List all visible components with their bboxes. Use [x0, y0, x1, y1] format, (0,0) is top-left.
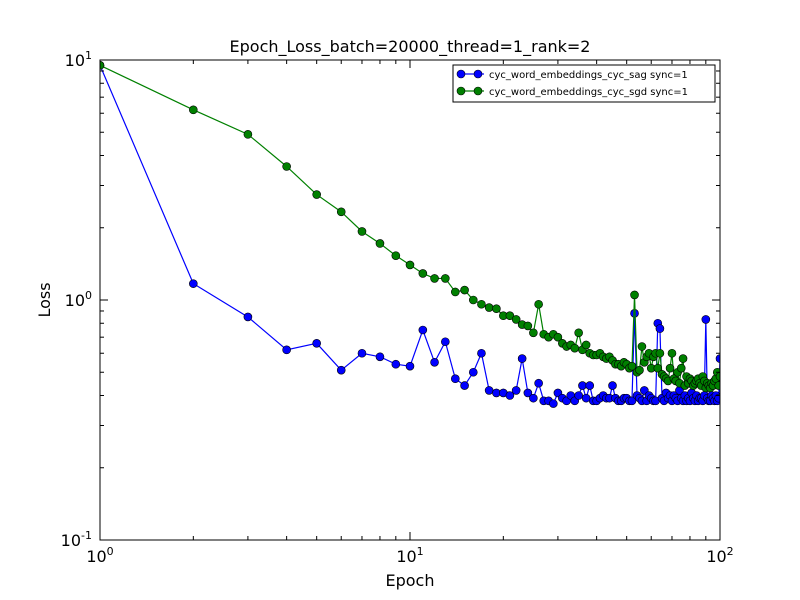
- data-point: [511, 315, 521, 324]
- data-point: [312, 339, 321, 348]
- data-point: [511, 386, 521, 395]
- data-point: [529, 393, 538, 403]
- data-point: [627, 396, 637, 406]
- legend-entry-sag: cyc_word_embeddings_cyc_sag sync=1: [456, 69, 688, 81]
- y-tick-label: 101: [65, 49, 92, 70]
- data-point: [375, 352, 385, 362]
- data-point: [635, 365, 644, 375]
- legend-label-sag: cyc_word_embeddings_cyc_sag sync=1: [489, 70, 688, 81]
- data-point: [418, 325, 428, 335]
- data-point: [430, 358, 439, 367]
- data-point: [523, 321, 533, 331]
- data-point: [578, 381, 587, 390]
- data-point: [549, 399, 558, 408]
- data-point: [484, 303, 494, 312]
- data-point: [477, 348, 486, 358]
- data-point: [460, 381, 469, 390]
- data-point: [282, 345, 291, 355]
- data-point: [637, 342, 647, 351]
- data-point: [585, 381, 595, 390]
- data-point: [357, 348, 367, 358]
- data-point: [665, 363, 675, 373]
- y-tick-label: 10-1: [61, 529, 92, 550]
- legend-marker-sag: [473, 69, 483, 79]
- x-axis-label: Epoch: [386, 571, 435, 590]
- data-point: [441, 337, 450, 347]
- data-point: [534, 378, 543, 388]
- data-point: [484, 386, 494, 395]
- x-tick-label: 102: [706, 545, 733, 566]
- data-point: [468, 367, 478, 377]
- data-point: [282, 162, 291, 171]
- data-point: [517, 354, 527, 363]
- data-point: [574, 391, 583, 400]
- data-point: [630, 290, 639, 300]
- data-point: [243, 130, 253, 139]
- data-point: [450, 374, 460, 384]
- data-point: [505, 391, 515, 400]
- data-point: [627, 361, 637, 371]
- data-point: [553, 332, 563, 342]
- x-tick-label: 100: [86, 545, 113, 566]
- data-point: [715, 372, 720, 381]
- data-point: [678, 354, 688, 363]
- legend-entry-sgd: cyc_word_embeddings_cyc_sgd sync=1: [456, 86, 688, 98]
- legend-marker-sgd: [473, 86, 483, 96]
- data-point: [391, 359, 401, 369]
- data-point: [655, 348, 665, 358]
- y-axis-label: Loss: [35, 282, 54, 317]
- data-point: [375, 239, 385, 248]
- legend: cyc_word_embeddings_cyc_sag sync=1 cyc_w…: [452, 64, 716, 103]
- data-point: [676, 363, 686, 373]
- data-point: [450, 287, 460, 297]
- data-point: [714, 393, 720, 403]
- data-point: [441, 274, 450, 283]
- data-point: [574, 328, 583, 338]
- legend-box: [452, 64, 716, 103]
- legend-marker-sag: [456, 69, 466, 79]
- data-point: [714, 381, 720, 390]
- data-point: [189, 105, 198, 115]
- data-point: [405, 361, 415, 371]
- data-point: [312, 190, 321, 199]
- data-point: [418, 269, 428, 278]
- legend-label-sgd: cyc_word_embeddings_cyc_sgd sync=1: [489, 87, 688, 98]
- data-point: [653, 363, 663, 373]
- x-tick-label: 101: [396, 545, 423, 566]
- data-point: [100, 61, 105, 70]
- chart-title: Epoch_Loss_batch=20000_thread=1_rank=2: [230, 37, 591, 57]
- series-1: [100, 61, 720, 393]
- data-point: [336, 207, 346, 217]
- series-0: [100, 61, 720, 408]
- data-point: [505, 311, 515, 321]
- series-layer: [100, 61, 720, 408]
- data-point: [391, 251, 401, 260]
- data-point: [581, 340, 591, 350]
- data-point: [701, 315, 711, 324]
- data-point: [523, 388, 533, 398]
- data-point: [357, 227, 367, 236]
- data-point: [336, 365, 346, 375]
- data-point: [430, 274, 439, 283]
- data-point: [529, 328, 538, 338]
- y-tick-label: 100: [65, 289, 92, 310]
- data-point: [460, 285, 469, 295]
- data-point: [492, 304, 501, 313]
- data-point: [715, 354, 720, 363]
- data-point: [405, 260, 415, 270]
- data-point: [608, 381, 617, 390]
- data-point: [534, 299, 543, 309]
- data-point: [667, 348, 677, 358]
- data-point: [570, 343, 580, 353]
- data-point: [655, 324, 665, 333]
- data-point: [243, 312, 253, 322]
- data-point: [477, 299, 486, 309]
- data-point: [468, 295, 478, 305]
- data-point: [189, 279, 198, 288]
- legend-marker-sgd: [456, 86, 466, 96]
